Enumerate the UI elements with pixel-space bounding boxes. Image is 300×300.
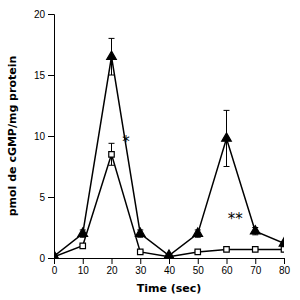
y-tick: 0 xyxy=(39,253,54,264)
y-tick-mark xyxy=(48,258,54,259)
marker xyxy=(279,238,284,246)
x-tick-mark xyxy=(198,258,199,264)
error-bar xyxy=(109,143,115,165)
x-tick-label: 80 xyxy=(279,265,291,276)
x-tick: 40 xyxy=(164,258,176,276)
x-tick-label: 0 xyxy=(52,265,58,276)
x-tick-label: 50 xyxy=(193,265,205,276)
line xyxy=(54,57,284,256)
y-axis-line xyxy=(48,15,55,259)
x-tick-mark xyxy=(255,258,256,264)
x-axis: 0 10 20 30 40 50 60 70 80 xyxy=(52,258,291,276)
error-bar-cap xyxy=(224,166,230,167)
x-tick: 10 xyxy=(78,258,90,276)
marker xyxy=(138,249,143,254)
x-tick: 60 xyxy=(221,258,233,276)
x-tick: 50 xyxy=(193,258,205,276)
y-tick: 15 xyxy=(34,70,54,81)
x-tick: 70 xyxy=(250,258,262,276)
y-tick-mark xyxy=(48,136,54,137)
x-tick: 30 xyxy=(135,258,147,276)
x-tick-label: 40 xyxy=(164,265,176,276)
x-tick-mark xyxy=(284,258,285,264)
marker xyxy=(193,228,203,236)
x-tick-label: 70 xyxy=(250,265,262,276)
x-tick: 80 xyxy=(279,258,291,276)
y-tick-label: 5 xyxy=(39,192,45,203)
x-tick-mark xyxy=(140,258,141,264)
marker xyxy=(80,243,85,248)
marker xyxy=(78,228,88,236)
y-tick-mark xyxy=(48,14,54,15)
x-tick-mark xyxy=(112,258,113,264)
x-axis-line xyxy=(55,259,285,265)
plot: 0 10 20 30 40 50 60 70 80 0 5 10 15 20 Time (sec) pmol … xyxy=(6,9,290,295)
marker xyxy=(54,251,59,258)
y-tick-label: 0 xyxy=(39,253,45,264)
marker xyxy=(224,247,229,252)
error-bar-cap xyxy=(109,75,115,76)
marker xyxy=(164,250,174,258)
y-tick: 20 xyxy=(34,9,54,20)
y-tick: 10 xyxy=(34,131,54,142)
y-axis-title: pmol de cGMP/mg protein xyxy=(6,56,19,217)
x-tick: 20 xyxy=(106,258,118,276)
marker xyxy=(281,247,284,252)
marker xyxy=(107,51,117,59)
annotation: ** xyxy=(228,210,244,228)
error-bar-cap xyxy=(109,143,115,144)
x-tick-mark xyxy=(83,258,84,264)
x-tick-label: 60 xyxy=(221,265,233,276)
y-tick: 5 xyxy=(39,192,54,203)
y-tick-label: 15 xyxy=(34,70,46,81)
y-tick-label: 20 xyxy=(34,9,46,20)
y-axis: 0 5 10 15 20 xyxy=(34,9,55,264)
x-tick: 0 xyxy=(52,258,58,276)
chart: 0 10 20 30 40 50 60 70 80 0 5 10 15 20 Time (sec) pmol … xyxy=(0,0,300,300)
y-tick-label: 10 xyxy=(34,131,46,142)
error-bar-cap xyxy=(224,110,230,111)
annotations: *** xyxy=(122,133,243,228)
error-bar-cap xyxy=(109,165,115,166)
x-tick-label: 30 xyxy=(135,265,147,276)
marker xyxy=(222,133,232,141)
line xyxy=(54,154,284,256)
data-area xyxy=(54,38,284,258)
marker xyxy=(135,228,145,236)
x-tick-mark xyxy=(227,258,228,264)
error-bar-cap xyxy=(109,38,115,39)
y-tick-mark xyxy=(48,75,54,76)
marker xyxy=(109,152,114,157)
series xyxy=(54,38,284,258)
annotation: * xyxy=(122,133,130,151)
x-tick-label: 20 xyxy=(106,265,118,276)
marker xyxy=(250,226,260,234)
marker xyxy=(195,249,200,254)
y-tick-mark xyxy=(48,197,54,198)
x-tick-mark xyxy=(169,258,170,264)
marker xyxy=(253,247,258,252)
x-tick-label: 10 xyxy=(78,265,90,276)
x-axis-title: Time (sec) xyxy=(137,282,202,295)
